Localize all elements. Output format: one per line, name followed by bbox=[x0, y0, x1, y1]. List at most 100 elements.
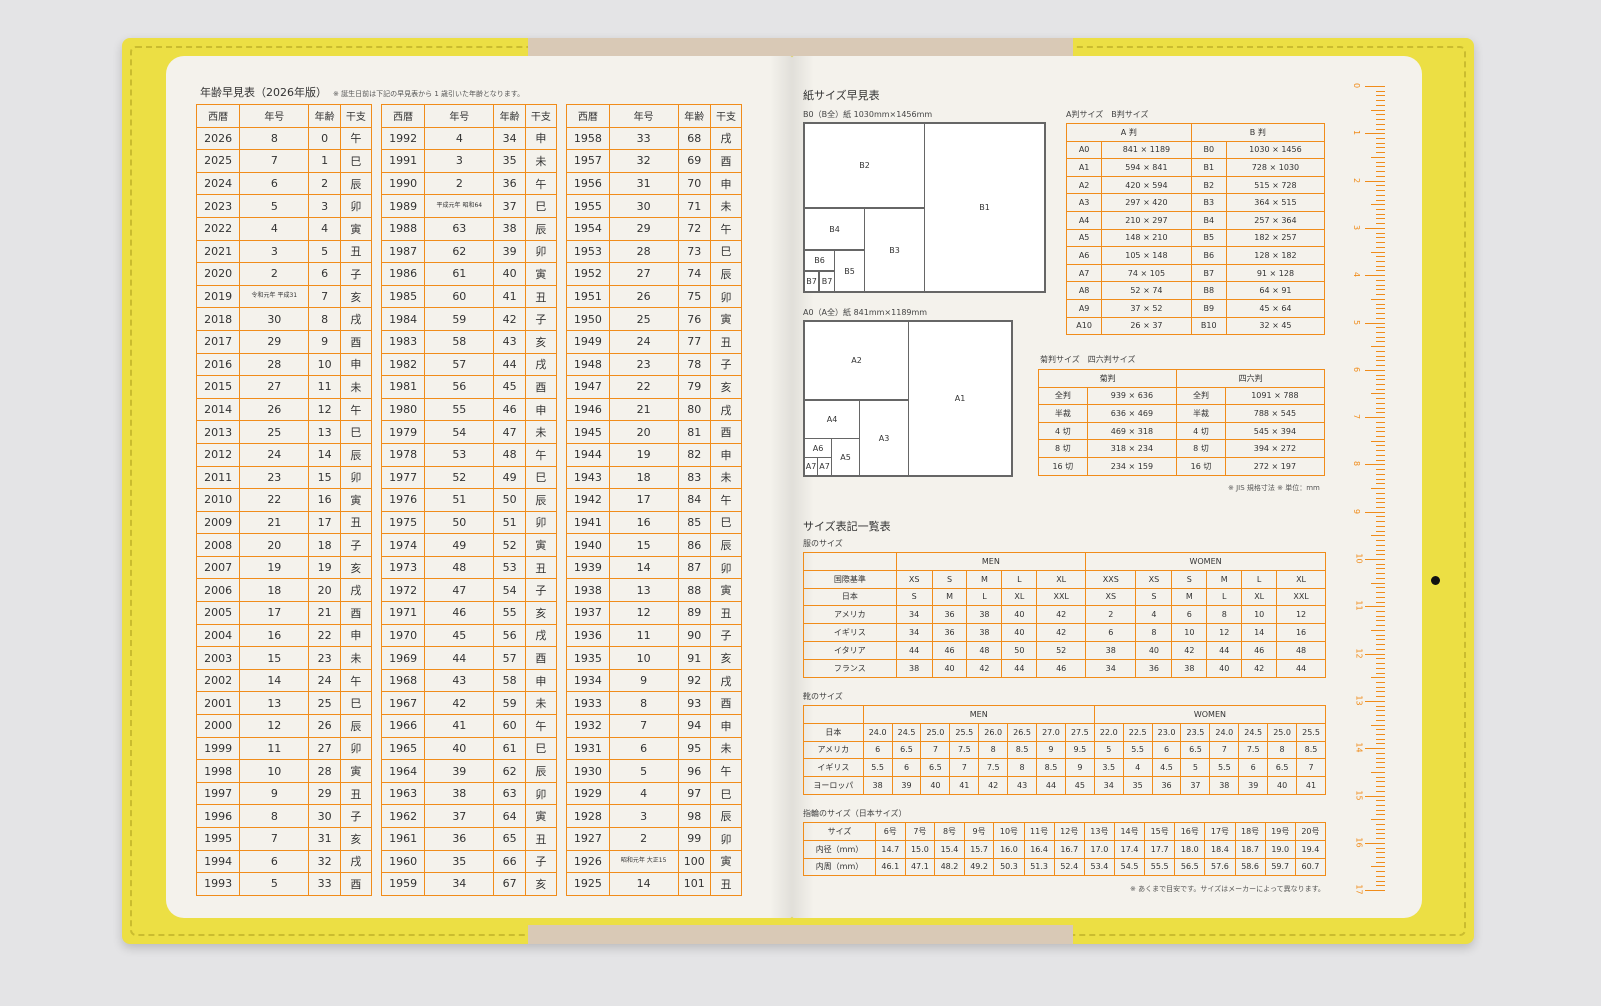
table-row: 1998 10 28 寅 bbox=[195, 759, 373, 783]
age-cell: 30 bbox=[308, 804, 341, 828]
clothes-size-cell: フランス bbox=[803, 658, 897, 678]
age-table-title: 年齢早見表（2026年版） ※ 誕生日前は下記の早見表から 1 歳引いた年齢となり… bbox=[200, 84, 524, 100]
age-cell: 酉 bbox=[339, 329, 373, 354]
ring-size-cell: 58.6 bbox=[1234, 857, 1266, 877]
age-cell: 戌 bbox=[524, 352, 558, 377]
ring-size-cell: 17.7 bbox=[1144, 839, 1176, 859]
ruler-tick bbox=[1376, 530, 1385, 532]
ruler-tick bbox=[1376, 223, 1385, 225]
age-cell: 辰 bbox=[339, 442, 373, 467]
shoe-size-cell: 26.0 bbox=[978, 722, 1009, 742]
ruler-tick bbox=[1376, 719, 1385, 721]
age-cell: 2 bbox=[308, 171, 341, 196]
paper-size-cell: A5 bbox=[1065, 228, 1103, 248]
age-cell: 16 bbox=[308, 488, 341, 512]
age-cell: 22 bbox=[308, 623, 341, 648]
clothes-size-cell: 2 bbox=[1085, 605, 1137, 625]
age-cell: 1928 bbox=[566, 804, 610, 828]
ruler-tick bbox=[1371, 251, 1385, 253]
table-row: 1975 50 51 卯 bbox=[380, 510, 558, 535]
ruler-tick bbox=[1376, 587, 1385, 589]
ruler-tick bbox=[1376, 833, 1385, 835]
age-cell: 8 bbox=[239, 126, 310, 151]
paper-size-cell: 210 × 297 bbox=[1101, 210, 1192, 230]
clothes-size-cell: S bbox=[1171, 569, 1208, 589]
clothes-size-cell: 44 bbox=[1001, 658, 1038, 678]
shoe-size-cell: 45 bbox=[1064, 776, 1095, 795]
b-box: B7 bbox=[819, 271, 835, 292]
age-cell: 49 bbox=[493, 465, 526, 490]
shoe-size-cell: イギリス bbox=[803, 758, 864, 778]
age-cell: 41 bbox=[424, 714, 495, 738]
table-row: 1956 31 70 申 bbox=[566, 171, 743, 196]
table-row: 1934 9 92 戌 bbox=[566, 668, 743, 693]
ruler-tick bbox=[1365, 275, 1385, 277]
shoe-size-cell: 5 bbox=[1093, 740, 1124, 760]
clothes-size-cell: S bbox=[1135, 587, 1173, 607]
age-cell: 64 bbox=[493, 804, 526, 828]
age-cell: 42 bbox=[424, 691, 495, 716]
age-cell: 丑 bbox=[339, 510, 373, 535]
age-cell: 1987 bbox=[380, 239, 426, 264]
age-cell: 31 bbox=[308, 827, 341, 851]
ruler-tick bbox=[1376, 672, 1385, 674]
table-row: アメリカ 6 6.5 7 7.5 8 8.5 9 9.5 5 5.5 6 6.5 7 7.5 8 8.5 bbox=[803, 740, 1326, 760]
age-cell: 巳 bbox=[339, 691, 373, 716]
age-cell: 87 bbox=[677, 555, 711, 580]
ring-size-cell: 11号 bbox=[1023, 822, 1055, 841]
age-cell: 33 bbox=[308, 872, 341, 896]
ruler-tick bbox=[1371, 535, 1385, 537]
ruler-tick bbox=[1376, 398, 1385, 400]
clothes-size-cell: 12 bbox=[1276, 605, 1326, 625]
ruler-tick bbox=[1376, 294, 1385, 296]
age-cell: 6 bbox=[239, 171, 310, 196]
ruler-tick bbox=[1376, 128, 1385, 130]
table-row: 1926 昭和元年 大正15 100 寅 bbox=[566, 849, 743, 874]
ring-size-cell: 15.0 bbox=[904, 839, 936, 859]
ruler-tick bbox=[1376, 875, 1385, 877]
age-cell: 22 bbox=[239, 488, 310, 512]
table-row: 1987 62 39 卯 bbox=[380, 239, 558, 264]
age-cell: 47 bbox=[424, 578, 495, 603]
clothes-size-cell: 44 bbox=[895, 640, 933, 660]
age-cell: 59 bbox=[424, 307, 495, 331]
age-cell: 1968 bbox=[380, 668, 426, 693]
paper-size-cell: 105 × 148 bbox=[1101, 246, 1192, 265]
shoe-size-cell: 6 bbox=[1238, 758, 1269, 778]
age-cell: 辰 bbox=[709, 804, 743, 828]
ring-size-cell: 57.6 bbox=[1204, 857, 1236, 877]
clothes-size-cell: 6 bbox=[1171, 605, 1208, 625]
table-row: 1991 3 35 未 bbox=[380, 149, 558, 173]
age-cell: 亥 bbox=[709, 375, 743, 399]
clothes-size-cell: 日本 bbox=[803, 587, 897, 607]
shoe-size-cell: 6 bbox=[1151, 740, 1182, 760]
ruler-tick bbox=[1376, 412, 1385, 414]
age-cell: 亥 bbox=[524, 872, 558, 896]
table-row: 2008 20 18 子 bbox=[195, 533, 373, 557]
paper-size-cell: 37 × 52 bbox=[1101, 298, 1192, 318]
age-cell: 24 bbox=[308, 668, 341, 693]
age-cell: 43 bbox=[493, 329, 526, 354]
ruler-tick bbox=[1376, 786, 1385, 788]
paper-size-cell: 半裁 bbox=[1176, 404, 1226, 423]
ruler-number: 0 bbox=[1352, 82, 1362, 89]
table-row: 1986 61 40 寅 bbox=[380, 262, 558, 286]
ruler-tick bbox=[1376, 289, 1385, 291]
clothes-size-cell: 42 bbox=[1241, 658, 1278, 678]
ruler-tick bbox=[1376, 525, 1385, 527]
ruler-tick bbox=[1371, 866, 1385, 868]
b-box: B5 bbox=[834, 250, 865, 292]
table-row: 1989 平成元年 昭和64 37 巳 bbox=[380, 194, 558, 218]
age-cell: 4 bbox=[239, 216, 310, 241]
age-cell: 2006 bbox=[195, 578, 241, 603]
age-cell: 1932 bbox=[566, 714, 610, 738]
clothes-size-cell: 36 bbox=[931, 623, 968, 642]
ab-header: A 判 bbox=[1066, 123, 1192, 142]
age-cell: 1999 bbox=[195, 736, 241, 761]
clothes-size-cell: 46 bbox=[931, 640, 968, 660]
ruler-tick bbox=[1376, 483, 1385, 485]
age-cell: 1964 bbox=[380, 759, 426, 783]
table-row: 2000 12 26 辰 bbox=[195, 714, 373, 738]
ruler-tick bbox=[1376, 752, 1385, 754]
